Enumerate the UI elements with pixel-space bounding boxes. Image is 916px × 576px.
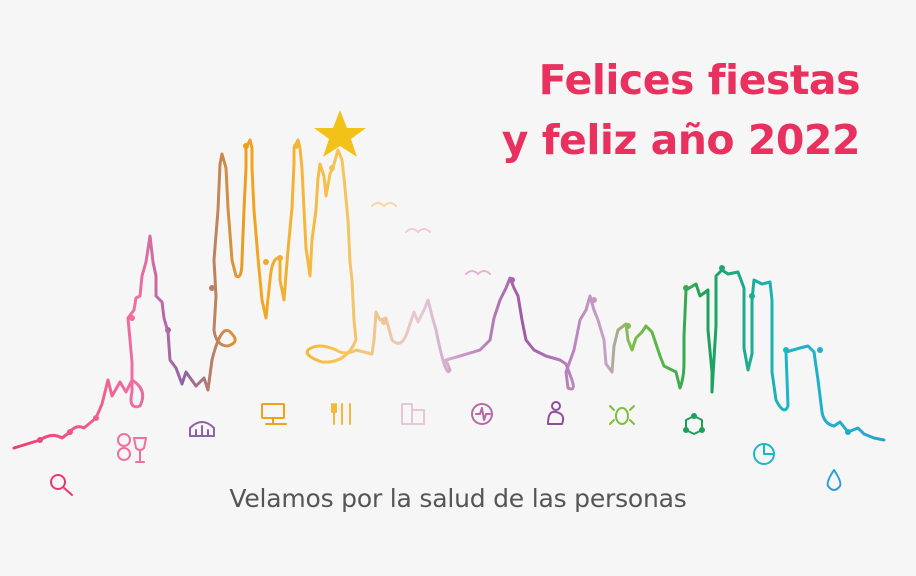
skyline-dots	[37, 143, 851, 443]
skyline-outline	[12, 138, 886, 450]
apple-icon	[471, 403, 493, 425]
buildings-icon	[401, 403, 425, 425]
pills-glass-icon	[117, 433, 147, 463]
greeting-line-2: y feliz año 2022	[501, 116, 861, 164]
tagline: Velamos por la salud de las personas	[229, 484, 687, 513]
greeting-line-1: Felices fiestas	[538, 56, 861, 104]
mother-child-icon	[547, 401, 565, 425]
star-icon	[314, 110, 366, 157]
magnifier-icon	[50, 474, 73, 496]
pie-chart-icon	[753, 443, 775, 465]
network-icon	[683, 413, 705, 435]
water-drop-icon	[826, 469, 842, 491]
cutlery-icon	[331, 403, 351, 425]
birds	[371, 202, 491, 276]
computer-icon	[261, 403, 287, 425]
bug-icon	[609, 405, 635, 425]
building-icon	[189, 421, 215, 437]
greeting-heading: Felices fiestas y feliz año 2022	[501, 50, 861, 170]
